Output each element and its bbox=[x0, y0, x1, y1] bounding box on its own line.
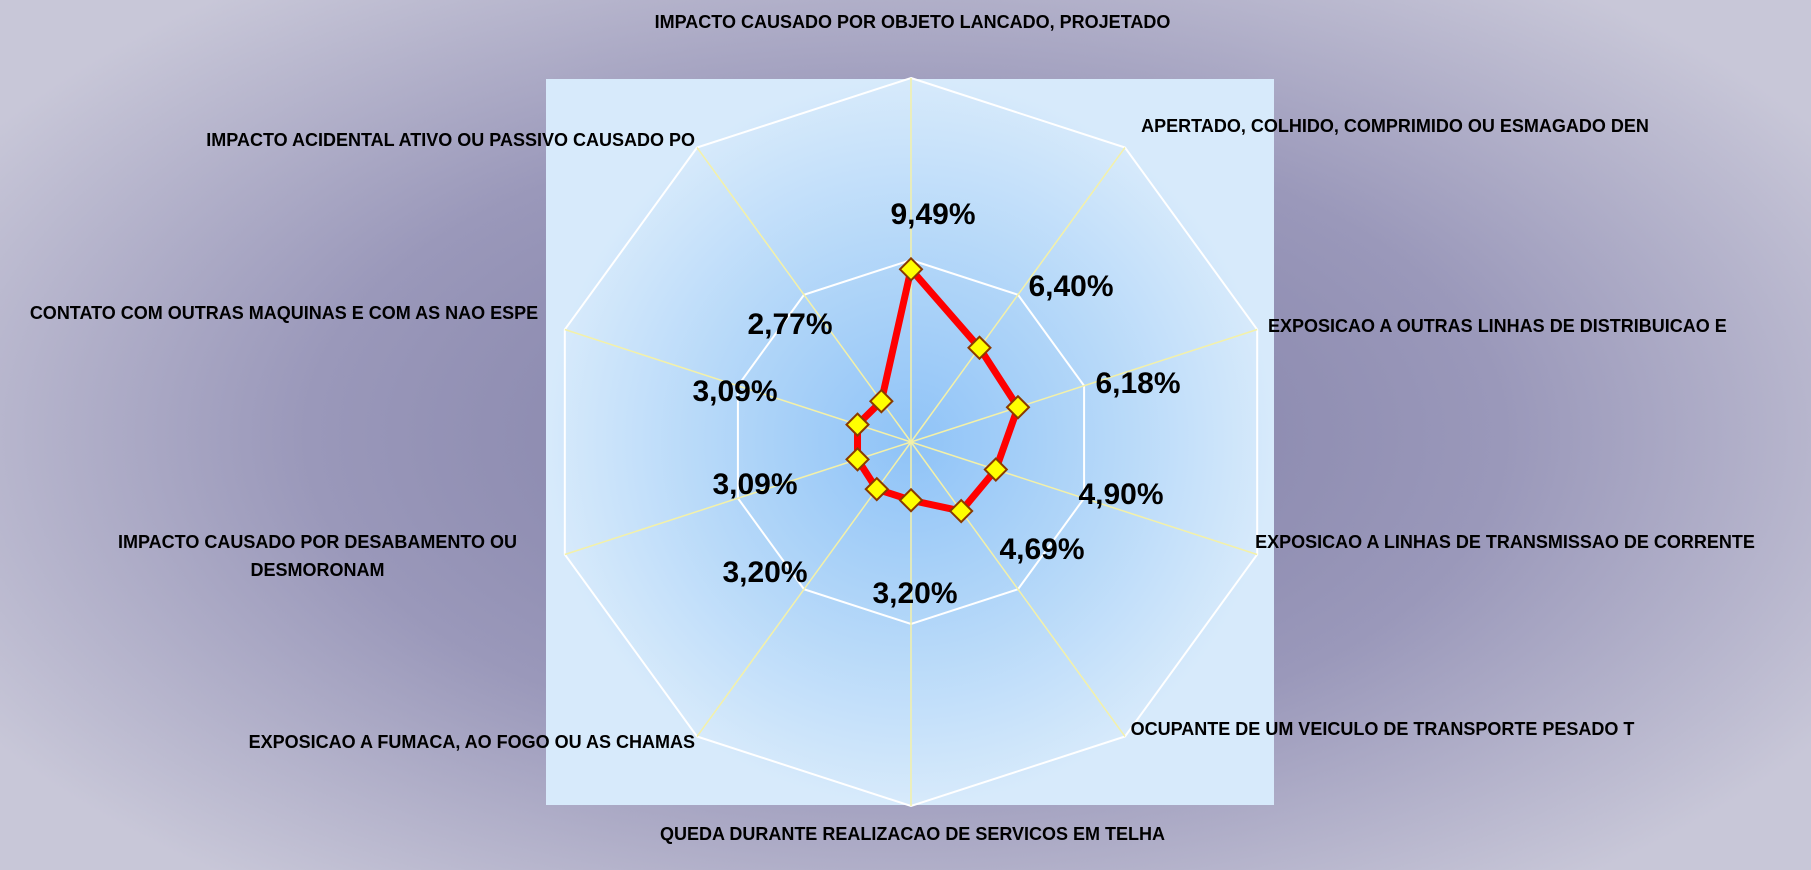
value-label: 3,20% bbox=[722, 556, 807, 589]
spoke bbox=[910, 441, 1126, 737]
category-label: OCUPANTE DE UM VEICULO DE TRANSPORTE PES… bbox=[1130, 719, 1635, 739]
category-label: IMPACTO CAUSADO POR OBJETO LANCADO, PROJ… bbox=[654, 12, 1171, 32]
category-label: IMPACTO ACIDENTAL ATIVO OU PASSIVO CAUSA… bbox=[206, 130, 695, 150]
category-label: EXPOSICAO A LINHAS DE TRANSMISSAO DE COR… bbox=[1255, 532, 1755, 552]
spoke bbox=[696, 147, 912, 443]
category-label: IMPACTO CAUSADO POR DESABAMENTO OU DESMO… bbox=[117, 532, 518, 580]
marker bbox=[898, 256, 924, 282]
spoke bbox=[910, 441, 1258, 556]
marker bbox=[845, 412, 870, 438]
category-label: EXPOSICAO A OUTRAS LINHAS DE DISTRIBUICA… bbox=[1268, 316, 1727, 336]
marker bbox=[868, 388, 894, 414]
value-label: 2,77% bbox=[747, 308, 832, 341]
spoke bbox=[910, 328, 1258, 443]
category-label: APERTADO, COLHIDO, COMPRIMIDO OU ESMAGAD… bbox=[1141, 116, 1649, 136]
value-label: 4,69% bbox=[999, 533, 1084, 566]
value-label: 3,09% bbox=[712, 468, 797, 501]
marker bbox=[864, 476, 890, 502]
value-label: 4,90% bbox=[1078, 478, 1163, 511]
category-label: EXPOSICAO A FUMACA, AO FOGO OU AS CHAMAS bbox=[248, 732, 695, 752]
spoke bbox=[910, 147, 1126, 443]
marker bbox=[845, 446, 870, 472]
value-label: 6,18% bbox=[1095, 367, 1180, 400]
category-label: CONTATO COM OUTRAS MAQUINAS E COM AS NAO… bbox=[29, 303, 539, 323]
marker bbox=[967, 335, 992, 361]
marker bbox=[983, 457, 1009, 482]
value-label: 6,40% bbox=[1028, 270, 1113, 303]
value-label: 9,49% bbox=[890, 198, 975, 231]
marker bbox=[898, 487, 924, 513]
value-label: 3,20% bbox=[872, 577, 957, 610]
category-label: QUEDA DURANTE REALIZACAO DE SERVICOS EM … bbox=[659, 824, 1166, 844]
value-label: 3,09% bbox=[692, 375, 777, 408]
marker bbox=[1005, 394, 1031, 420]
marker bbox=[948, 498, 974, 524]
